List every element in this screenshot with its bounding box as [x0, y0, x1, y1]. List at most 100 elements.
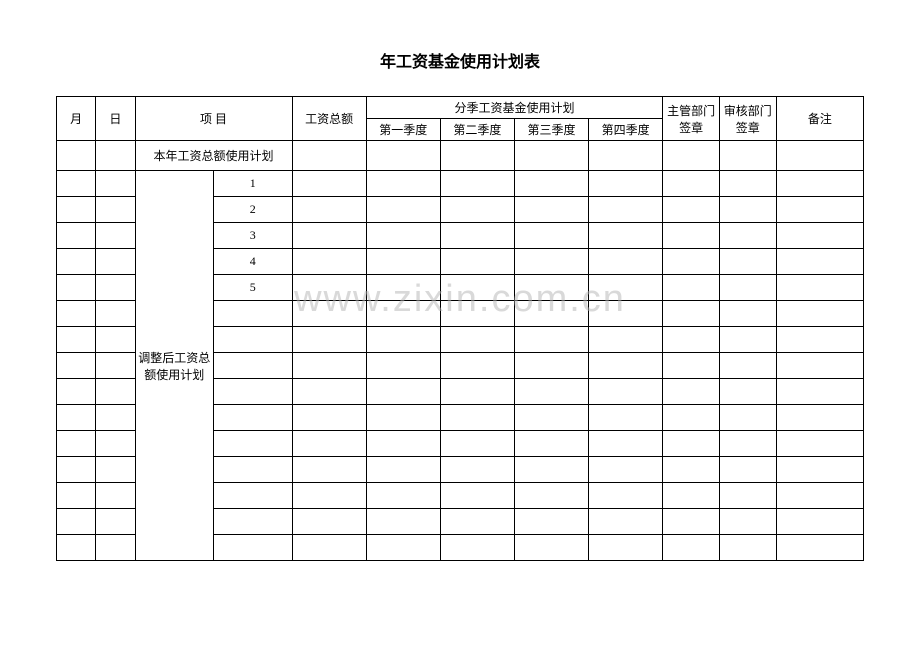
- wage-plan-table: 月 日 项 目 工资总额 分季工资基金使用计划 主管部门签章 审核部门签章 备注…: [56, 96, 864, 561]
- cell: [663, 223, 720, 249]
- cell: [96, 301, 135, 327]
- cell: [292, 483, 366, 509]
- cell: [719, 509, 776, 535]
- cell: [719, 379, 776, 405]
- cell: [663, 535, 720, 561]
- cell: [589, 171, 663, 197]
- cell-num: 1: [214, 171, 293, 197]
- cell: [663, 301, 720, 327]
- cell: [440, 249, 514, 275]
- cell: [57, 141, 96, 171]
- cell: [589, 141, 663, 171]
- cell: [57, 431, 96, 457]
- cell: [440, 141, 514, 171]
- table-container: 月 日 项 目 工资总额 分季工资基金使用计划 主管部门签章 审核部门签章 备注…: [56, 96, 864, 561]
- cell: [292, 353, 366, 379]
- cell: [440, 379, 514, 405]
- cell: [292, 535, 366, 561]
- cell: [514, 379, 588, 405]
- cell: [719, 535, 776, 561]
- header-q3: 第三季度: [514, 119, 588, 141]
- cell: [719, 141, 776, 171]
- cell: [514, 353, 588, 379]
- cell: [514, 535, 588, 561]
- cell: [514, 483, 588, 509]
- cell: [514, 171, 588, 197]
- cell: [440, 483, 514, 509]
- cell: [514, 249, 588, 275]
- cell: [663, 483, 720, 509]
- cell: [366, 327, 440, 353]
- cell: [776, 379, 863, 405]
- cell: [663, 275, 720, 301]
- header-month: 月: [57, 97, 96, 141]
- cell: [57, 457, 96, 483]
- cell: [589, 457, 663, 483]
- table-row: 本年工资总额使用计划: [57, 141, 864, 171]
- cell: [514, 431, 588, 457]
- cell: [589, 197, 663, 223]
- cell: [57, 171, 96, 197]
- cell-annual-plan: 本年工资总额使用计划: [135, 141, 292, 171]
- cell: [96, 171, 135, 197]
- table-header-row-1: 月 日 项 目 工资总额 分季工资基金使用计划 主管部门签章 审核部门签章 备注: [57, 97, 864, 119]
- cell: [214, 353, 293, 379]
- cell: [366, 483, 440, 509]
- cell: [589, 223, 663, 249]
- cell: [366, 379, 440, 405]
- cell: [719, 171, 776, 197]
- cell: [663, 379, 720, 405]
- cell: [96, 405, 135, 431]
- cell: [214, 509, 293, 535]
- cell: [514, 509, 588, 535]
- cell: [96, 249, 135, 275]
- cell: [366, 457, 440, 483]
- cell: [589, 431, 663, 457]
- cell: [719, 353, 776, 379]
- cell: [96, 353, 135, 379]
- cell: [57, 327, 96, 353]
- cell: [214, 535, 293, 561]
- cell: [663, 431, 720, 457]
- cell: [776, 509, 863, 535]
- cell: [440, 535, 514, 561]
- cell: [57, 535, 96, 561]
- cell: [776, 535, 863, 561]
- cell: [57, 275, 96, 301]
- cell: [719, 483, 776, 509]
- cell: [719, 249, 776, 275]
- cell: [440, 275, 514, 301]
- cell-adjusted-plan: 调整后工资总额使用计划: [135, 171, 214, 561]
- cell: [776, 405, 863, 431]
- cell: [719, 431, 776, 457]
- cell: [776, 457, 863, 483]
- cell: [440, 431, 514, 457]
- cell: [292, 223, 366, 249]
- cell: [366, 509, 440, 535]
- cell: [96, 275, 135, 301]
- cell: [57, 301, 96, 327]
- cell: [776, 141, 863, 171]
- cell: [663, 171, 720, 197]
- cell: [366, 301, 440, 327]
- cell: [719, 327, 776, 353]
- cell: [440, 457, 514, 483]
- cell: [96, 457, 135, 483]
- cell: [292, 197, 366, 223]
- cell: [663, 197, 720, 223]
- cell: [366, 353, 440, 379]
- cell: [214, 431, 293, 457]
- cell: [776, 249, 863, 275]
- cell-num: 2: [214, 197, 293, 223]
- cell: [57, 509, 96, 535]
- cell: [440, 171, 514, 197]
- cell: [366, 141, 440, 171]
- header-total-wage: 工资总额: [292, 97, 366, 141]
- cell: [719, 405, 776, 431]
- cell: [719, 197, 776, 223]
- cell: [719, 223, 776, 249]
- header-q1: 第一季度: [366, 119, 440, 141]
- cell: [292, 141, 366, 171]
- cell: [514, 275, 588, 301]
- header-item: 项 目: [135, 97, 292, 141]
